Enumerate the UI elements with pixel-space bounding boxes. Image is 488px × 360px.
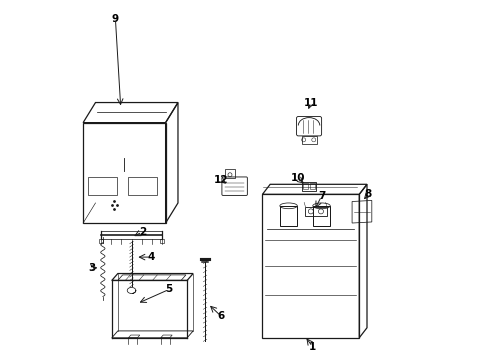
Bar <box>225 169 234 178</box>
Text: 9: 9 <box>112 14 119 24</box>
Bar <box>99 239 103 243</box>
Bar <box>88 177 117 195</box>
Bar <box>159 239 164 243</box>
Text: 12: 12 <box>214 175 228 185</box>
Text: 3: 3 <box>88 263 96 273</box>
Text: 4: 4 <box>147 252 155 262</box>
Bar <box>262 194 359 338</box>
Text: 10: 10 <box>290 173 304 183</box>
Text: 1: 1 <box>308 342 316 352</box>
Bar <box>312 206 329 226</box>
Text: 2: 2 <box>139 227 145 237</box>
Text: 6: 6 <box>217 311 224 321</box>
Bar <box>305 207 326 216</box>
Text: 11: 11 <box>303 98 317 108</box>
Bar <box>301 182 316 191</box>
Bar <box>279 206 297 226</box>
Bar <box>301 135 316 144</box>
Text: 5: 5 <box>165 284 172 294</box>
Text: 8: 8 <box>364 189 371 199</box>
Text: 7: 7 <box>317 191 325 201</box>
Bar <box>309 183 314 189</box>
Bar <box>128 177 157 195</box>
Bar <box>303 183 308 189</box>
